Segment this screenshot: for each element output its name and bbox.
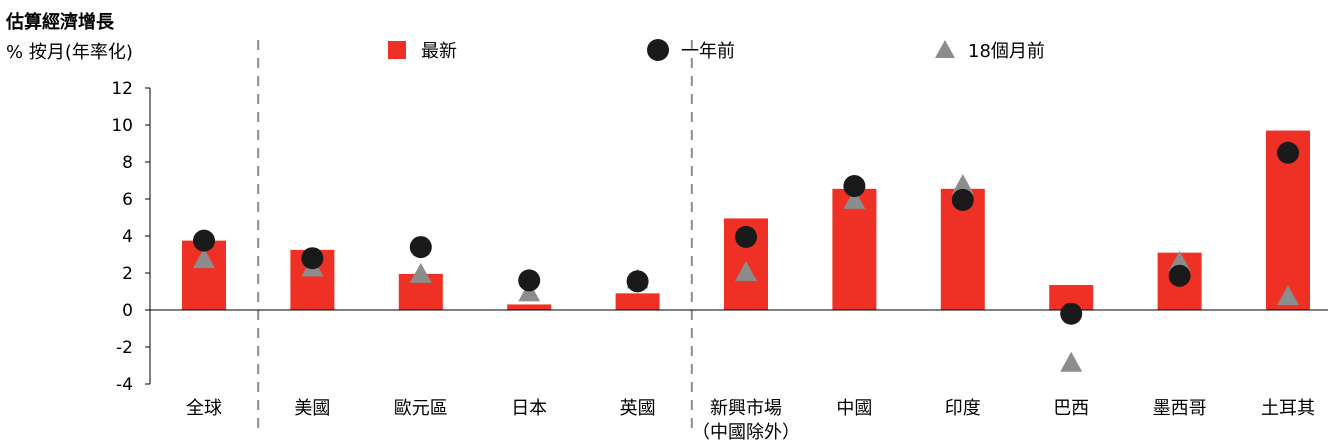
circle-marker-11 [1277, 141, 1299, 164]
triangle-marker-3 [409, 262, 432, 283]
circle-marker-6 [735, 225, 757, 248]
y-tick-label: 4 [122, 227, 133, 247]
y-tick-label: 8 [122, 153, 133, 173]
legend-swatch-bar [388, 41, 406, 59]
category-label: 印度 [945, 398, 981, 419]
y-tick-label: -2 [116, 338, 133, 358]
category-label: 新興市場 [710, 398, 782, 419]
y-tick-label: 2 [122, 264, 133, 284]
category-label: 巴西 [1053, 398, 1089, 419]
y-tick-label: 10 [111, 116, 133, 136]
circle-marker-5 [626, 270, 649, 293]
y-tick-label: 12 [111, 79, 133, 99]
bar-7 [832, 188, 877, 310]
circle-marker-1 [193, 229, 215, 252]
circle-marker-10 [1168, 264, 1191, 287]
legend-swatch-triangle [935, 40, 955, 58]
triangle-marker-9 [1060, 351, 1083, 372]
category-label: 日本 [511, 398, 547, 419]
legend-swatch-circle [647, 39, 669, 61]
circle-marker-8 [951, 188, 974, 211]
category-label: 全球 [186, 398, 222, 419]
circle-marker-9 [1060, 302, 1083, 325]
legend-label: 18個月前 [968, 41, 1045, 62]
chart-title: 估算經濟增長 [6, 12, 114, 33]
y-tick-label: 6 [122, 190, 133, 210]
triangle-marker-6 [735, 261, 757, 282]
category-label: 土耳其 [1261, 398, 1315, 419]
category-label: 墨西哥 [1153, 398, 1207, 419]
category-label: 中國 [836, 398, 872, 419]
y-tick-label: 0 [122, 301, 133, 321]
category-label: 英國 [620, 398, 656, 419]
circle-marker-4 [518, 269, 541, 292]
legend-label: 一年前 [681, 41, 735, 62]
category-label: 歐元區 [394, 398, 448, 419]
bar-4 [507, 304, 552, 310]
triangle-marker-4 [518, 281, 541, 302]
category-sublabel: （中國除外） [692, 422, 800, 443]
y-tick-label: -4 [116, 375, 133, 395]
category-label: 美國 [294, 398, 330, 419]
circle-marker-7 [843, 175, 866, 198]
triangle-marker-1 [193, 248, 215, 269]
triangle-marker-10 [1168, 250, 1191, 271]
legend-label: 最新 [421, 41, 457, 62]
triangle-marker-7 [843, 188, 866, 209]
triangle-marker-11 [1277, 285, 1299, 306]
triangle-marker-8 [951, 174, 974, 195]
circle-marker-3 [409, 236, 432, 259]
bar-5 [615, 293, 660, 310]
chart-subtitle: % 按月(年率化) [6, 42, 133, 63]
circle-marker-2 [301, 247, 324, 270]
